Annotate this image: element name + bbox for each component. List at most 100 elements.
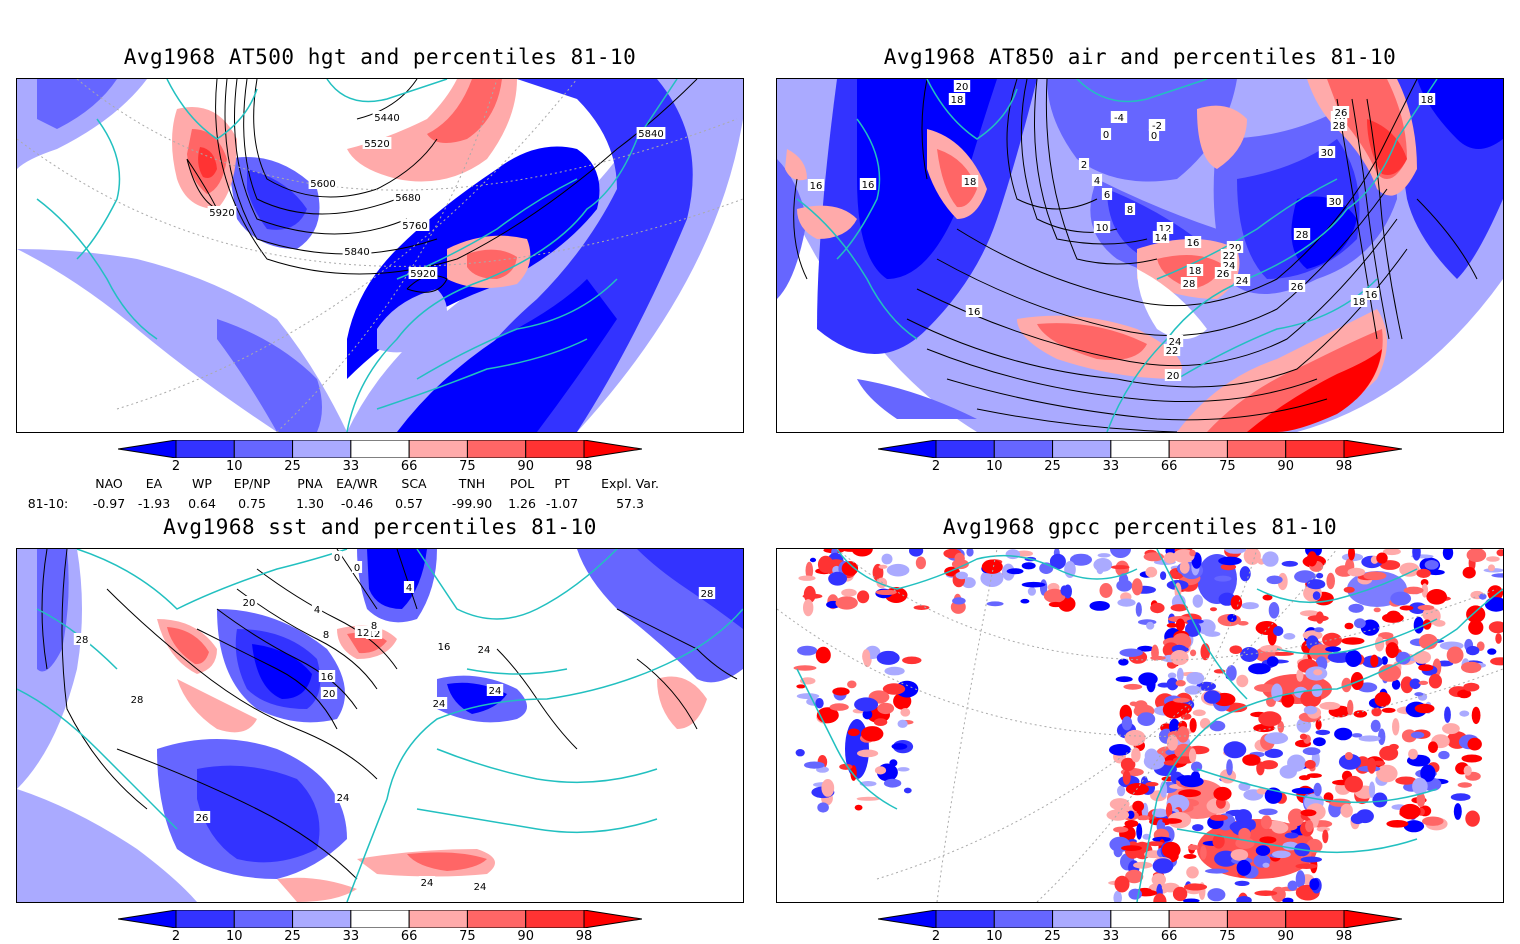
contour-label: 26 <box>1291 282 1304 293</box>
gpcc-dry-cell <box>1203 690 1221 704</box>
contour-label: 0 <box>1103 130 1109 141</box>
contour-label: 16 <box>1365 290 1378 301</box>
gpcc-wet-cell <box>1403 586 1424 595</box>
gpcc-dry-cell <box>980 569 1004 587</box>
gpcc-wet-cell <box>1213 786 1232 801</box>
gpcc-dry-cell <box>1281 560 1298 567</box>
gpcc-dry-cell <box>897 767 910 772</box>
index-value: 0.75 <box>238 496 266 511</box>
gpcc-wet-cell <box>1122 770 1131 785</box>
gpcc-wet-cell <box>1348 549 1355 561</box>
gpcc-dry-cell <box>1450 793 1471 801</box>
gpcc-wet-cell <box>1422 608 1437 621</box>
contour-label: 5760 <box>402 221 427 232</box>
gpcc-dry-cell <box>1391 679 1401 690</box>
gpcc-dry-cell <box>1070 553 1092 566</box>
contour-label-bg <box>240 596 258 608</box>
contour-label-bg <box>1166 335 1184 347</box>
gpcc-dry-cell <box>1273 626 1284 636</box>
gpcc-dry-cell <box>955 571 968 580</box>
gpcc-dry-cell <box>1115 676 1133 683</box>
gpcc-wet-cell <box>832 687 850 696</box>
gpcc-dry-cell <box>1348 603 1364 613</box>
gpcc-wet-cell <box>1186 866 1199 879</box>
gpcc-wet-cell <box>1302 630 1323 641</box>
colorbar-segment <box>935 909 995 929</box>
gpcc-dry-cell <box>1313 737 1326 747</box>
gpcc-dry-cell <box>897 719 908 728</box>
gpcc-wet-cell <box>1260 815 1272 830</box>
gpcc-wet-cell <box>1300 809 1317 817</box>
contour-label: 5840 <box>638 129 663 140</box>
index-row-label: 81-10: <box>27 496 69 511</box>
gpcc-wet-cell <box>1382 613 1404 623</box>
gpcc-dry-cell <box>817 802 829 813</box>
gpcc-wet-cell <box>798 575 816 581</box>
index-header: POL <box>509 476 535 491</box>
gpcc-dry-cell <box>1214 575 1232 582</box>
gpcc-dry-cell <box>862 709 873 720</box>
gpcc-dry-cell <box>1185 621 1201 637</box>
contour-label-bg <box>1326 195 1344 207</box>
gpcc-dry-cell <box>1234 880 1250 886</box>
gpcc-wet-cell <box>1230 595 1243 610</box>
panel-title-hgt500: Avg1968 AT500 hgt and percentiles 81-10 <box>123 45 637 69</box>
gpcc-wet-cell <box>1132 800 1145 812</box>
gpcc-dry-cell <box>1412 777 1428 795</box>
contour-label-bg <box>1164 369 1182 381</box>
gpcc-wet-cell <box>1408 748 1418 760</box>
gpcc-dry-cell <box>1284 832 1299 839</box>
gpcc-wet-cell <box>1243 549 1261 565</box>
contour-label-bg <box>1186 264 1204 276</box>
index-value: 1.26 <box>508 496 536 511</box>
gpcc-dry-cell <box>1306 579 1326 590</box>
gpcc-dry-cell <box>1117 598 1136 607</box>
contour-label-bg <box>1350 295 1368 307</box>
gpcc-wet-cell <box>1382 549 1401 556</box>
gpcc-dry-cell <box>1266 575 1283 585</box>
gpcc-dry-cell <box>1236 896 1252 902</box>
gpcc-wet-cell <box>1271 822 1289 834</box>
colorbar-tick-label: 25 <box>1044 459 1061 474</box>
gpcc-wet-cell <box>1150 602 1165 614</box>
contour-label-bg <box>368 619 380 631</box>
gpcc-wet-cell <box>1114 875 1130 893</box>
gpcc-wet-cell <box>1165 802 1173 819</box>
contour-label: 24 <box>489 686 502 697</box>
contour-label: 28 <box>1333 121 1346 132</box>
gpcc-wet-cell <box>1421 583 1429 598</box>
gpcc-dry-cell <box>1205 868 1229 874</box>
gpcc-wet-cell <box>1123 683 1143 690</box>
index-value: 1.30 <box>296 496 324 511</box>
gpcc-wet-cell <box>1171 703 1192 715</box>
gpcc-dry-cell <box>883 778 902 788</box>
gpcc-dry-cell <box>1146 676 1156 693</box>
contour-label: 28 <box>1296 230 1309 241</box>
gpcc-wet-cell <box>1322 829 1329 844</box>
colorbar-tick-label: 10 <box>986 459 1003 474</box>
gpcc-dry-cell <box>1395 651 1411 665</box>
colorbar-arrow-low <box>117 909 177 929</box>
gpcc-dry-cell <box>1021 562 1036 570</box>
gpcc-wet-cell <box>847 680 857 689</box>
index-header: WP <box>192 476 212 491</box>
contour-label: 22 <box>1223 251 1236 262</box>
gpcc-dry-cell <box>1264 732 1289 745</box>
contour-label-bg <box>308 177 338 189</box>
contour-label-bg <box>320 687 338 699</box>
gpcc-wet-cell <box>1281 693 1295 708</box>
contour-label-bg <box>128 693 146 705</box>
gpcc-wet-cell <box>1200 845 1207 860</box>
gpcc-dry-cell <box>1060 585 1069 596</box>
contour-label: 26 <box>1335 108 1348 119</box>
colorbar-tick-label: 2 <box>931 459 941 474</box>
gpcc-wet-cell <box>1124 729 1146 746</box>
gpcc-wet-cell <box>805 561 814 580</box>
contour-label-bg <box>948 93 966 105</box>
contour-label-bg <box>1330 119 1348 131</box>
gpcc-wet-cell <box>803 599 814 617</box>
gpcc-wet-cell <box>1189 718 1197 733</box>
gpcc-wet-cell <box>1378 664 1402 682</box>
gpcc-dry-cell <box>952 597 966 605</box>
gpcc-wet-cell <box>1381 707 1396 713</box>
